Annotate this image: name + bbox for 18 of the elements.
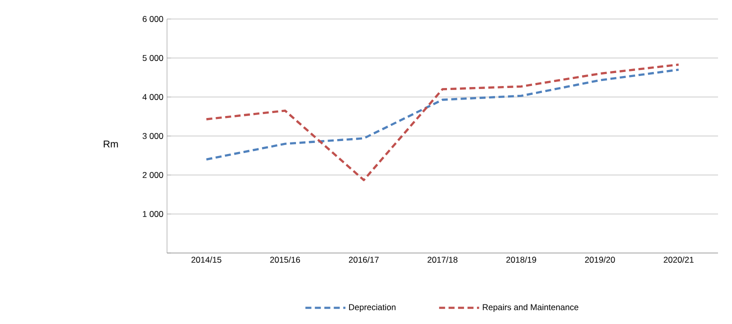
legend-label: Repairs and Maintenance (482, 304, 578, 312)
y-tick-label: 3 000 (142, 133, 164, 139)
x-tick-label: 2018/19 (506, 256, 536, 263)
x-tick-label: 2014/15 (191, 256, 222, 263)
y-axis-title: Rm (104, 140, 118, 148)
x-tick-label: 2015/16 (270, 256, 300, 263)
x-tick-label: 2020/21 (664, 256, 694, 263)
x-tick-label: 2019/20 (585, 256, 615, 263)
line-series (205, 68, 680, 160)
x-tick-label: 2016/17 (348, 256, 379, 263)
line-series (205, 64, 680, 182)
y-tick-label: 2 000 (142, 172, 164, 178)
y-tick-label: 5 000 (142, 55, 164, 61)
x-tick-label: 2017/18 (428, 256, 458, 263)
y-tick-label: 1 000 (142, 211, 164, 217)
legend-label: Depreciation (349, 304, 396, 312)
y-tick-label: 4 000 (142, 94, 164, 100)
y-tick-label: 6 000 (142, 16, 164, 22)
